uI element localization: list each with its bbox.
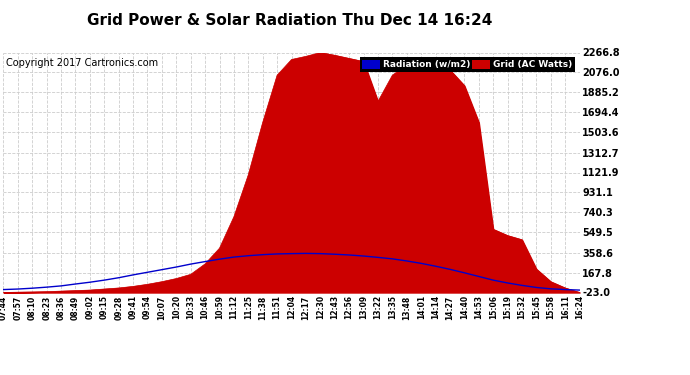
Text: Copyright 2017 Cartronics.com: Copyright 2017 Cartronics.com bbox=[6, 58, 157, 68]
Legend: Radiation (w/m2), Grid (AC Watts): Radiation (w/m2), Grid (AC Watts) bbox=[359, 57, 575, 72]
Text: Grid Power & Solar Radiation Thu Dec 14 16:24: Grid Power & Solar Radiation Thu Dec 14 … bbox=[87, 13, 493, 28]
